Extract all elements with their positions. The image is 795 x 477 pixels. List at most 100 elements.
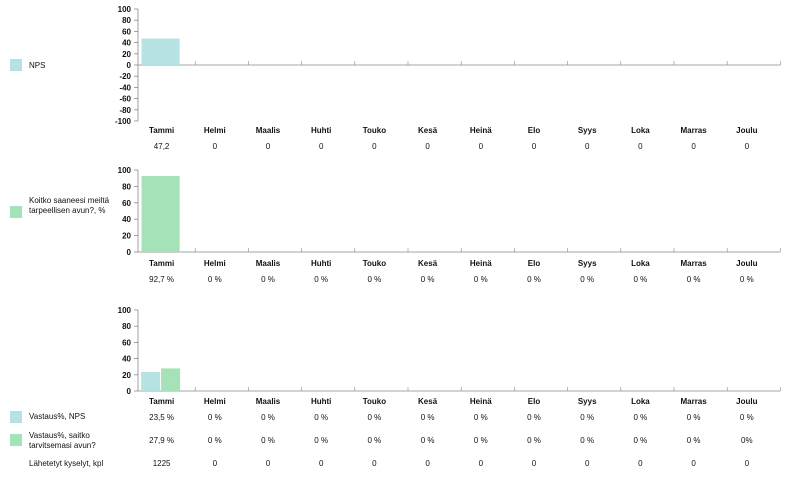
data-label: 0 % xyxy=(314,413,328,422)
y-tick-label: 0 xyxy=(127,387,132,396)
data-label: 0 % xyxy=(634,413,648,422)
data-label: 0 xyxy=(532,459,537,468)
data-label: 0 % xyxy=(474,413,488,422)
data-label: 0 % xyxy=(687,275,701,284)
legend-resp-help: Vastaus%, saitko tarvitsemasi avun? xyxy=(10,431,111,451)
category-label: Joulu xyxy=(736,259,757,268)
category-label: Elo xyxy=(528,397,541,406)
y-tick-label: 40 xyxy=(122,215,131,224)
data-label: 0 % xyxy=(474,436,488,445)
category-label: Touko xyxy=(363,397,387,406)
data-label: 0 xyxy=(266,459,271,468)
legend-resp-nps: Vastaus%, NPS xyxy=(10,411,111,423)
y-tick-label: 20 xyxy=(122,50,131,59)
data-label: 0 % xyxy=(527,413,541,422)
legend-swatch-resp-help xyxy=(10,434,22,446)
category-label: Maalis xyxy=(256,126,281,135)
legend-nps: NPS xyxy=(10,59,111,71)
legend-label-sent: Lähetetyt kyselyt, kpl xyxy=(29,459,104,468)
y-tick-label: 80 xyxy=(122,16,131,25)
y-tick-label: -60 xyxy=(119,95,131,104)
data-label: 0% xyxy=(741,436,753,445)
data-label: 0 % xyxy=(421,275,435,284)
legend-label-help: Koitko saaneesi meiltä tarpeellisen avun… xyxy=(29,196,110,215)
y-tick-label: 0 xyxy=(127,248,132,257)
y-tick-label: 60 xyxy=(122,338,131,347)
category-label: Tammi xyxy=(149,126,174,135)
legend-swatch-help xyxy=(10,206,22,218)
data-label: 0 % xyxy=(208,275,222,284)
category-label: Touko xyxy=(363,126,387,135)
data-label: 0 % xyxy=(208,436,222,445)
legend-label-resp-help: Vastaus%, saitko tarvitsemasi avun? xyxy=(29,431,96,450)
y-tick-label: 40 xyxy=(122,39,131,48)
category-label: Loka xyxy=(631,259,650,268)
y-tick-label: 100 xyxy=(118,166,132,175)
data-label: 0 % xyxy=(580,275,594,284)
data-label: 0 % xyxy=(527,275,541,284)
legend-help: Koitko saaneesi meiltä tarpeellisen avun… xyxy=(10,196,111,218)
data-label: 0 xyxy=(745,459,750,468)
y-tick-label: 100 xyxy=(118,5,132,14)
data-label: 0 xyxy=(266,142,271,151)
data-label: 0 % xyxy=(261,413,275,422)
category-label: Kesä xyxy=(418,259,438,268)
data-label: 0 % xyxy=(687,413,701,422)
category-label: Huhti xyxy=(311,259,331,268)
data-label: 0 xyxy=(691,142,696,151)
y-tick-label: 100 xyxy=(118,306,132,315)
data-label: 0 xyxy=(532,142,537,151)
data-label: 0 xyxy=(425,142,430,151)
category-label: Maalis xyxy=(256,259,281,268)
y-tick-label: -40 xyxy=(119,83,131,92)
bar xyxy=(141,175,180,252)
data-label: 27,9 % xyxy=(149,436,174,445)
data-label: 0 % xyxy=(314,275,328,284)
data-label: 0 % xyxy=(634,275,648,284)
y-tick-label: -80 xyxy=(119,106,131,115)
y-tick-label: 80 xyxy=(122,322,131,331)
category-label: Helmi xyxy=(204,259,226,268)
category-label: Helmi xyxy=(204,397,226,406)
category-label: Huhti xyxy=(311,397,331,406)
data-label: 0 % xyxy=(687,436,701,445)
category-label: Loka xyxy=(631,126,650,135)
data-label: 0 % xyxy=(634,436,648,445)
data-label: 0 xyxy=(425,459,430,468)
data-label: 92,7 % xyxy=(149,275,174,284)
legend-swatch-resp-nps xyxy=(10,411,22,423)
data-label: 1225 xyxy=(153,459,171,468)
data-label: 0 % xyxy=(368,436,382,445)
data-label: 0 xyxy=(745,142,750,151)
category-label: Loka xyxy=(631,397,650,406)
category-label: Marras xyxy=(680,259,707,268)
category-label: Elo xyxy=(528,126,541,135)
data-label: 0 xyxy=(213,459,218,468)
y-tick-label: 0 xyxy=(127,61,132,70)
category-label: Elo xyxy=(528,259,541,268)
y-tick-label: -100 xyxy=(115,117,132,126)
category-label: Touko xyxy=(363,259,387,268)
data-label: 0 xyxy=(691,459,696,468)
data-label: 0 xyxy=(638,459,643,468)
y-tick-label: 80 xyxy=(122,182,131,191)
category-label: Joulu xyxy=(736,397,757,406)
category-label: Marras xyxy=(680,397,707,406)
data-label: 0 % xyxy=(580,413,594,422)
data-label: 0 % xyxy=(474,275,488,284)
y-tick-label: 20 xyxy=(122,232,131,241)
y-tick-label: 60 xyxy=(122,199,131,208)
data-label: 0 xyxy=(585,142,590,151)
bar xyxy=(141,371,161,391)
data-label: 0 % xyxy=(580,436,594,445)
category-label: Maalis xyxy=(256,397,281,406)
data-label: 0 % xyxy=(261,436,275,445)
data-label: 0 xyxy=(479,142,484,151)
category-label: Marras xyxy=(680,126,707,135)
data-label: 0 % xyxy=(740,413,754,422)
data-label: 0 xyxy=(213,142,218,151)
data-label: 0 % xyxy=(208,413,222,422)
data-label: 0 xyxy=(638,142,643,151)
data-label: 0 % xyxy=(368,413,382,422)
y-tick-label: 40 xyxy=(122,355,131,364)
